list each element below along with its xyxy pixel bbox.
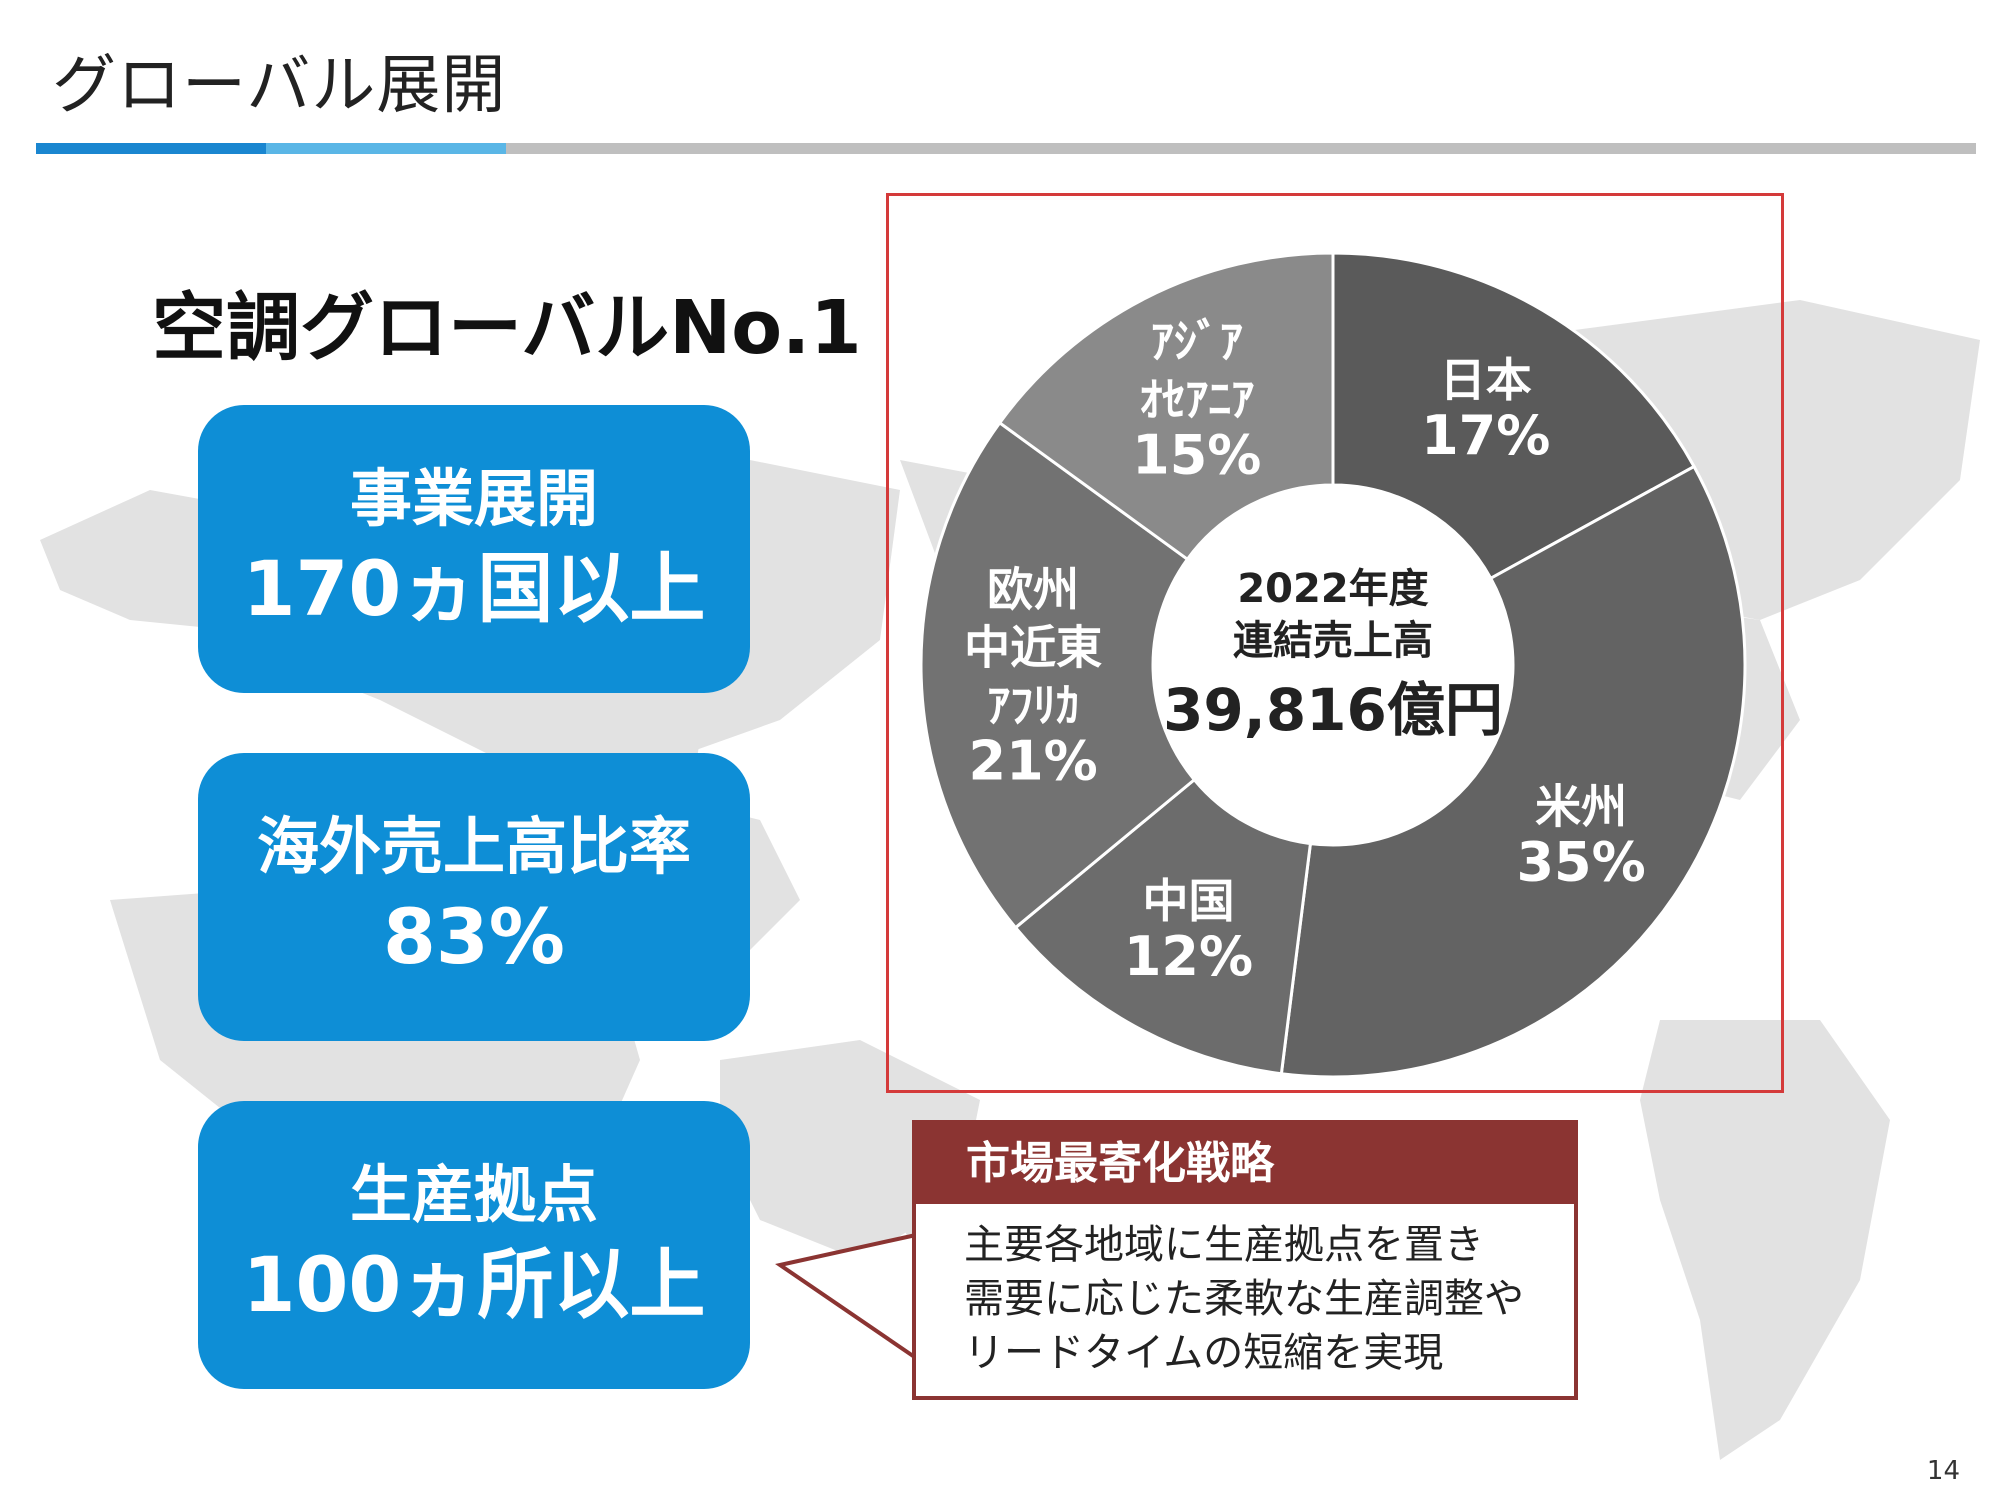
stat-label: 海外売上高比率 [256, 810, 691, 883]
title-rule-gray [506, 143, 1976, 154]
stat-value: 170ヵ国以上 [242, 544, 706, 633]
title-rule-dark-blue [36, 143, 266, 154]
stat-label: 生産拠点 [349, 1158, 598, 1231]
strategy-line: 需要に応じた柔軟な生産調整や [964, 1276, 1524, 1322]
title-rule-light-blue [266, 143, 506, 154]
strategy-title: 市場最寄化戦略 [916, 1124, 1574, 1204]
stat-box-overseas-ratio: 海外売上高比率 83% [198, 753, 750, 1041]
slide-title: グローバル展開 [52, 49, 507, 123]
strategy-body: 主要各地域に生産拠点を置き 需要に応じた柔軟な生産調整や リードタイムの短縮を実… [916, 1204, 1574, 1380]
strategy-line: リードタイムの短縮を実現 [964, 1330, 1444, 1376]
stat-box-business-reach: 事業展開 170ヵ国以上 [198, 405, 750, 693]
strategy-line: 主要各地域に生産拠点を置き [964, 1222, 1484, 1268]
page-number: 14 [1926, 1456, 1960, 1486]
stat-label: 事業展開 [349, 462, 598, 535]
stat-value: 83% [383, 892, 565, 981]
stat-box-production-sites: 生産拠点 100ヵ所以上 [198, 1101, 750, 1389]
strategy-callout: 市場最寄化戦略 主要各地域に生産拠点を置き 需要に応じた柔軟な生産調整や リード… [912, 1120, 1578, 1400]
headline: 空調グローバルNo.1 [152, 285, 862, 371]
chart-frame [886, 193, 1784, 1093]
stat-value: 100ヵ所以上 [242, 1240, 706, 1329]
